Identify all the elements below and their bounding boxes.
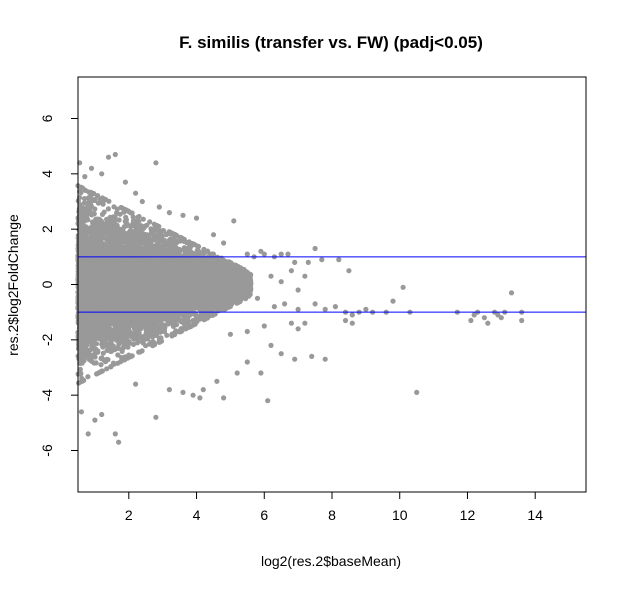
data-points (75, 151, 525, 445)
data-point (81, 377, 87, 383)
data-point (105, 206, 111, 212)
data-point (140, 216, 146, 222)
data-point (108, 364, 114, 370)
data-point (130, 341, 137, 347)
data-point (95, 193, 101, 199)
data-point (151, 236, 157, 242)
chart-title: F. similis (transfer vs. FW) (padj<0.05) (179, 33, 483, 52)
data-point (212, 311, 218, 317)
data-point (81, 196, 88, 202)
data-point (111, 204, 117, 210)
data-point (164, 332, 170, 338)
data-point (110, 360, 116, 366)
data-point (100, 350, 106, 356)
data-point (91, 211, 97, 217)
data-point (98, 362, 104, 368)
data-point (85, 374, 91, 380)
data-point (115, 352, 121, 358)
data-point (77, 366, 83, 372)
data-point (130, 214, 136, 220)
data-point (92, 206, 98, 212)
